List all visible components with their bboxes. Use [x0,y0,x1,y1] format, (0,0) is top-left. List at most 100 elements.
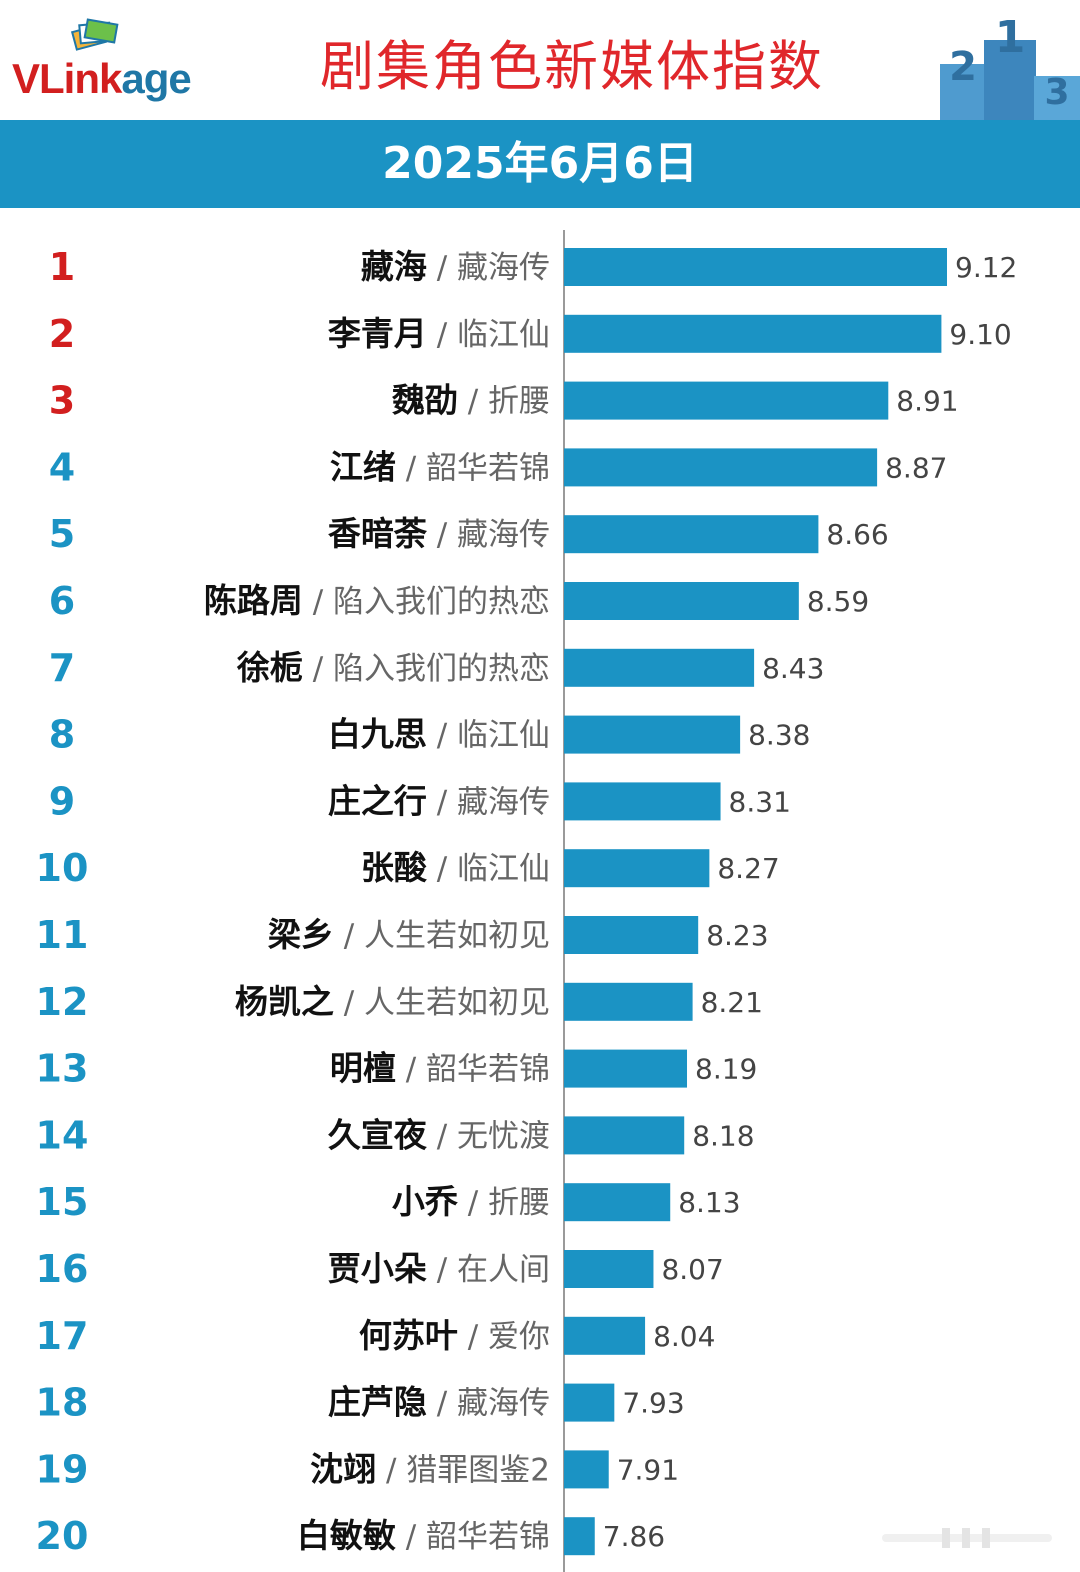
bar [564,582,799,620]
rank-number: 19 [36,1447,89,1491]
value-label: 8.27 [717,852,779,885]
drama-title: / 藏海传 [427,250,550,286]
bar [564,916,699,954]
bar [564,381,889,420]
bar [564,1250,654,1288]
character-name: 徐栀 [236,648,303,687]
value-label: 8.19 [695,1053,757,1086]
drama-title: / 韶华若锦 [396,1052,550,1088]
bar [564,715,741,754]
row-label: 庄之行 / 藏海传 [328,781,550,820]
rank-number: 9 [49,779,75,823]
row-label: 白敏敏 / 韶华若锦 [297,1516,550,1555]
podium-2: 2 [949,44,977,90]
rank-number: 6 [49,579,75,623]
value-label: 8.31 [729,785,791,818]
value-label: 8.04 [653,1320,715,1353]
rank-number: 13 [36,1047,89,1091]
rank-number: 10 [36,846,89,890]
value-label: 8.38 [748,719,810,752]
character-name: 魏劭 [392,381,458,420]
character-name: 沈翊 [310,1449,376,1488]
drama-title: / 韶华若锦 [396,1519,550,1555]
drama-title: / 陷入我们的热恋 [303,584,550,620]
character-name: 白九思 [328,715,427,754]
character-name: 明檀 [330,1049,396,1088]
character-name: 小乔 [392,1182,459,1221]
value-label: 8.87 [885,451,947,484]
podium-1: 1 [995,12,1026,63]
row-label: 魏劭 / 折腰 [392,381,550,420]
value-label: 8.21 [701,986,763,1019]
character-name: 白敏敏 [297,1516,396,1555]
row-label: 久宣夜 / 无忧渡 [328,1115,550,1154]
bar [564,1450,609,1489]
rank-number: 7 [49,646,75,690]
rank-number: 12 [36,980,89,1024]
character-name: 庄之行 [328,781,427,820]
rank-number: 20 [36,1514,89,1558]
value-label: 8.91 [896,385,958,418]
value-label: 8.13 [678,1186,740,1219]
drama-title: / 人生若如初见 [334,985,550,1021]
character-name: 张酸 [361,848,428,887]
bar [564,515,819,554]
logo-text-prefix: VLink [12,55,122,102]
bar [564,1517,595,1556]
bar [564,1383,615,1422]
bar [564,1049,688,1088]
row-label: 张酸 / 临江仙 [361,848,550,887]
rank-number: 3 [49,379,75,423]
character-name: 李青月 [328,314,427,353]
drama-title: / 陷入我们的热恋 [303,651,550,687]
date-banner: 2025年6月6日 [0,120,1080,208]
drama-title: / 藏海传 [427,517,550,553]
page-title: 剧集角色新媒体指数 [320,35,824,98]
value-label: 8.66 [826,518,888,551]
character-name: 陈路周 [204,581,303,620]
bar [564,849,710,888]
value-label: 7.91 [617,1453,679,1486]
row-label: 小乔 / 折腰 [392,1182,550,1221]
drama-title: / 人生若如初见 [334,918,550,954]
rank-number: 5 [49,512,75,556]
bar [564,1183,671,1222]
logo-cards-icon [70,18,119,51]
drama-title: / 折腰 [458,384,550,420]
value-label: 8.18 [692,1119,754,1152]
value-label: 9.12 [955,251,1017,284]
drama-title: / 猎罪图鉴2 [376,1452,550,1488]
bar [564,982,693,1021]
value-label: 8.43 [762,652,824,685]
row-label: 沈翊 / 猎罪图鉴2 [310,1449,550,1488]
drama-title: / 临江仙 [427,718,550,754]
bar [564,1116,685,1155]
row-label: 贾小朵 / 在人间 [328,1249,550,1288]
row-label: 陈路周 / 陷入我们的热恋 [204,581,550,620]
drama-title: / 藏海传 [427,1386,550,1422]
character-name: 香暗荼 [328,514,428,553]
ranking-bar-chart: 1 藏海 / 藏海传 9.12 2 李青月 / 临江仙 9.10 3 魏劭 / 折腰 8.91 4… [36,230,1017,1572]
character-name: 江绪 [330,447,396,486]
character-name: 何苏叶 [359,1316,458,1355]
podium-3: 3 [1044,72,1069,113]
vlinkage-logo: VLinkage [8,16,248,108]
drama-title: / 临江仙 [427,851,550,887]
rank-number: 1 [49,245,75,289]
date-label: 2025年6月6日 [382,138,698,189]
character-name: 久宣夜 [328,1115,428,1154]
row-label: 徐栀 / 陷入我们的热恋 [236,648,550,687]
value-label: 7.93 [622,1387,684,1420]
value-label: 8.59 [807,585,869,618]
drama-title: / 藏海传 [427,784,550,820]
row-label: 明檀 / 韶华若锦 [330,1049,550,1088]
rank-number: 2 [49,312,75,356]
drama-title: / 韶华若锦 [396,450,550,486]
rank-number: 16 [36,1247,89,1291]
rank-number: 11 [36,913,89,957]
row-label: 李青月 / 临江仙 [328,314,550,353]
bar [564,782,721,821]
podium-icon: 2 1 3 [940,12,1080,120]
bar [564,248,947,286]
row-label: 白九思 / 临江仙 [328,715,550,754]
